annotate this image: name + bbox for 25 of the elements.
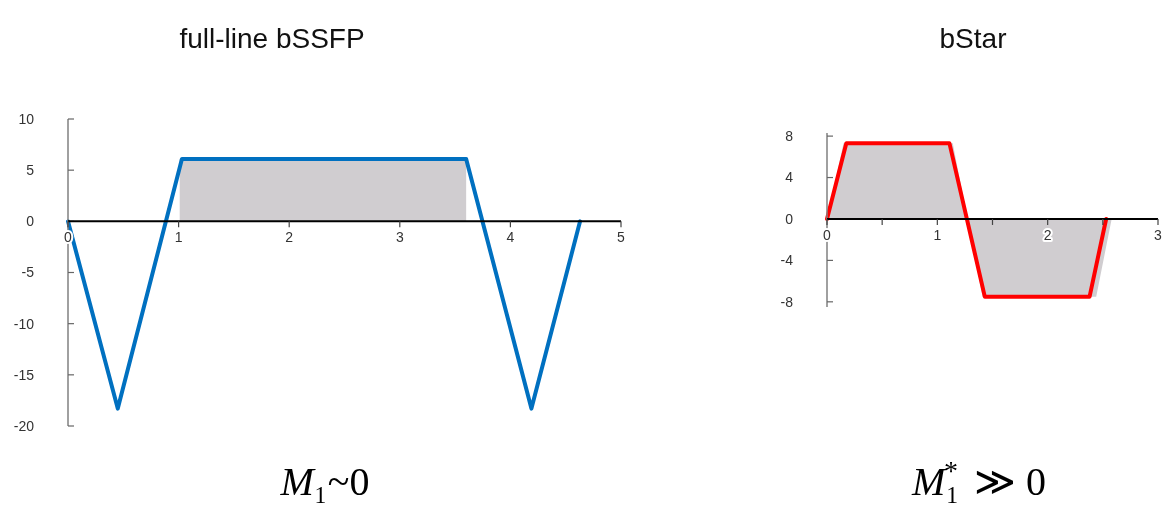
x-tick-label: 1	[933, 226, 942, 243]
x-tick-label: 2	[1043, 226, 1052, 243]
y-tick-label: 5	[26, 162, 35, 179]
x-tick-label: 1	[174, 229, 183, 246]
y-tick-label: -8	[780, 293, 794, 310]
y-tick-label: -15	[13, 366, 35, 383]
y-tick-label: -5	[21, 264, 35, 281]
y-tick-label: 10	[18, 110, 35, 127]
chart-title: full-line bSSFP	[179, 23, 365, 54]
text: M₁$^{*}$ ≫ 0	[911, 454, 1046, 504]
chart-title: bStar	[939, 23, 1007, 54]
y-tick-label: -4	[780, 252, 794, 269]
y-tick-label: -10	[13, 315, 35, 332]
x-tick-label: 4	[506, 229, 515, 246]
y-tick-label: 0	[785, 210, 794, 227]
x-tick-label: 3	[1154, 226, 1163, 243]
y-tick-label: 0	[26, 213, 35, 230]
y-tick-label: -20	[13, 417, 35, 434]
y-tick-label: 8	[785, 128, 794, 145]
x-tick-label: 2	[285, 229, 294, 246]
x-tick-label: 0	[823, 226, 832, 243]
y-tick-label: 4	[785, 169, 794, 186]
text: M₁~0	[279, 459, 370, 504]
x-tick-label: 3	[395, 229, 404, 246]
x-tick-label: 5	[617, 229, 626, 246]
